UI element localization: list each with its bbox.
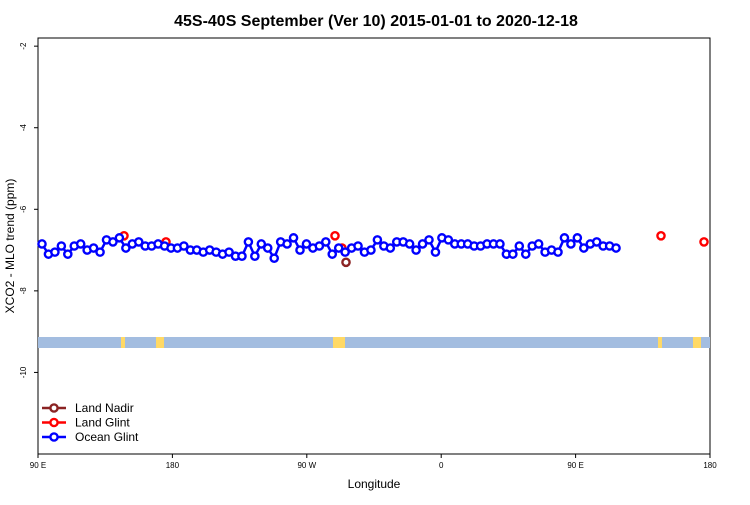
data-point-ocean-glint — [572, 233, 583, 243]
data-point-ocean-glint — [295, 245, 305, 255]
data-point-ocean-glint — [591, 237, 602, 247]
geo-band-ocean — [38, 337, 710, 348]
data-point-ocean-glint — [566, 239, 576, 249]
x-tick-label: 90 E — [30, 461, 46, 470]
data-point-ocean-glint — [133, 237, 144, 247]
data-point-ocean-glint — [320, 237, 331, 247]
data-point-ocean-glint — [243, 237, 254, 247]
y-tick-label: -6 — [19, 205, 28, 213]
data-point-ocean-glint — [121, 243, 131, 253]
land-patch — [121, 337, 125, 348]
data-point-ocean-glint — [88, 243, 99, 253]
data-point-ocean-glint — [340, 247, 350, 257]
data-point-ocean-glint — [404, 239, 415, 249]
data-point-ocean-glint — [56, 241, 67, 251]
legend-label: Land Nadir — [75, 401, 134, 415]
x-tick-label: 0 — [439, 461, 444, 470]
land-patch — [156, 337, 164, 348]
x-axis: 90 E 180 90 W 0 90 E 180 — [30, 454, 717, 470]
data-point-ocean-glint — [559, 233, 570, 243]
y-tick-label: -4 — [19, 124, 28, 132]
data-point-ocean-glint — [385, 243, 396, 253]
y-tick-label: -8 — [19, 287, 28, 295]
data-point-ocean-glint — [411, 245, 421, 255]
data-point-ocean-glint — [508, 249, 518, 259]
land-patch — [333, 337, 345, 348]
data-point-ocean-glint — [37, 239, 47, 249]
data-point-ocean-glint — [75, 239, 86, 249]
data-point-land-glint — [699, 237, 709, 247]
data-point-ocean-glint — [282, 239, 292, 249]
land-patch — [693, 337, 701, 348]
data-point-ocean-glint — [262, 243, 273, 253]
data-point-land-glint — [330, 231, 340, 241]
x-tick-label: 180 — [703, 461, 717, 470]
data-point-ocean-glint — [553, 247, 563, 257]
data-point-ocean-glint — [108, 237, 118, 247]
x-tick-label: 90 E — [567, 461, 583, 470]
data-point-ocean-glint — [366, 245, 376, 255]
data-point-ocean-glint — [301, 239, 312, 249]
data-point-ocean-glint — [372, 235, 383, 245]
data-point-ocean-glint — [327, 249, 338, 259]
data-point-land-glint — [656, 231, 666, 241]
y-tick-label: -10 — [19, 366, 28, 378]
legend-swatch-marker — [49, 417, 59, 428]
legend-label: Ocean Glint — [75, 430, 139, 444]
data-point-ocean-glint — [114, 233, 125, 243]
data-point-ocean-glint — [50, 247, 60, 257]
data-point-ocean-glint — [514, 241, 525, 251]
data-point-ocean-glint — [579, 243, 589, 253]
legend-label: Land Glint — [75, 416, 130, 430]
data-point-ocean-glint — [430, 247, 441, 257]
data-point-ocean-glint — [520, 249, 531, 259]
y-axis: -2 -4 -6 -8 -10 — [19, 42, 38, 378]
data-point-ocean-glint — [224, 247, 234, 257]
legend-swatch-marker — [49, 403, 59, 413]
legend-swatch-marker — [49, 432, 59, 442]
data-point-ocean-glint — [288, 233, 299, 243]
data-point-ocean-glint — [250, 251, 260, 261]
data-point-ocean-glint — [63, 249, 73, 259]
data-point-ocean-glint — [495, 239, 505, 249]
data-point-ocean-glint — [179, 241, 189, 251]
y-tick-label: -2 — [19, 42, 28, 50]
x-tick-label: 180 — [166, 461, 180, 470]
data-point-ocean-glint — [314, 241, 325, 251]
chart-title: 45S-40S September (Ver 10) 2015-01-01 to… — [174, 13, 578, 30]
data-points — [37, 231, 709, 268]
x-tick-label: 90 W — [297, 461, 316, 470]
y-axis-label: XCO2 - MLO trend (ppm) — [3, 179, 17, 314]
data-point-ocean-glint — [269, 253, 280, 264]
x-axis-label: Longitude — [348, 477, 401, 491]
data-point-ocean-glint — [333, 243, 344, 253]
data-point-ocean-glint — [95, 247, 105, 257]
data-point-ocean-glint — [417, 239, 428, 249]
data-point-ocean-glint — [353, 241, 363, 251]
data-point-ocean-glint — [611, 243, 621, 253]
data-point-ocean-glint — [424, 235, 434, 245]
geo-band-land — [121, 337, 701, 348]
data-point-land-nadir — [341, 257, 351, 268]
land-patch — [658, 337, 662, 348]
data-point-ocean-glint — [443, 235, 454, 245]
data-point-ocean-glint — [533, 239, 544, 249]
data-point-ocean-glint — [237, 251, 247, 261]
data-point-ocean-glint — [256, 239, 267, 249]
